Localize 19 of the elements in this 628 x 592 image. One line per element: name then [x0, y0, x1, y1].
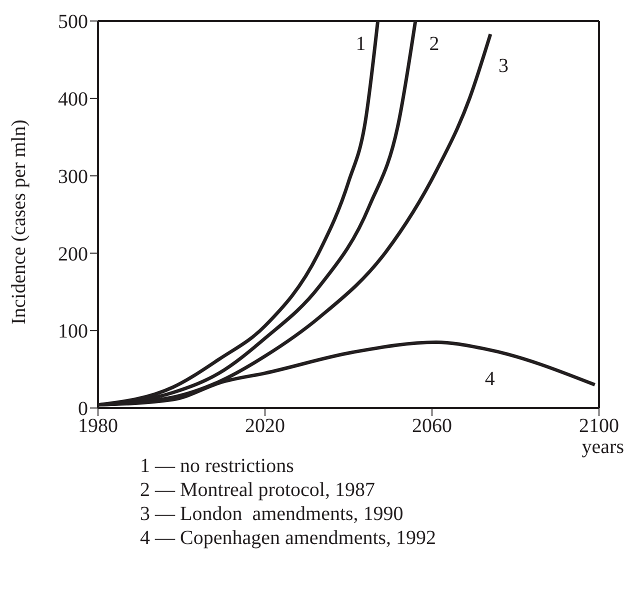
x-axis-title: years — [582, 436, 624, 459]
series-label: 2 — [429, 32, 440, 55]
y-tick-label: 400 — [58, 88, 88, 110]
x-tick-label: 2060 — [412, 415, 452, 438]
text: 3 — London amendments, 1990 — [140, 502, 404, 526]
x-tick-label: 2020 — [245, 415, 285, 438]
x-tick-label: 1980 — [78, 415, 118, 438]
y-tick-label: 100 — [58, 320, 88, 343]
text: 4 — Copenhagen amendments, 1992 — [140, 526, 438, 550]
series-label: 4 — [484, 368, 495, 390]
y-tick-label: 300 — [58, 166, 88, 188]
text: 1 — no restrictions — [140, 455, 294, 477]
y-axis-title: Incidence (cases per mln) — [8, 120, 30, 324]
series-label: 3 — [498, 55, 508, 78]
x-tick-label: 2100 — [579, 415, 619, 438]
y-tick-label: 500 — [58, 11, 88, 34]
y-tick-label: 200 — [58, 243, 88, 266]
text: 2 — Montreal protocol, 1987 — [140, 478, 376, 502]
series-label: 1 — [356, 32, 366, 55]
